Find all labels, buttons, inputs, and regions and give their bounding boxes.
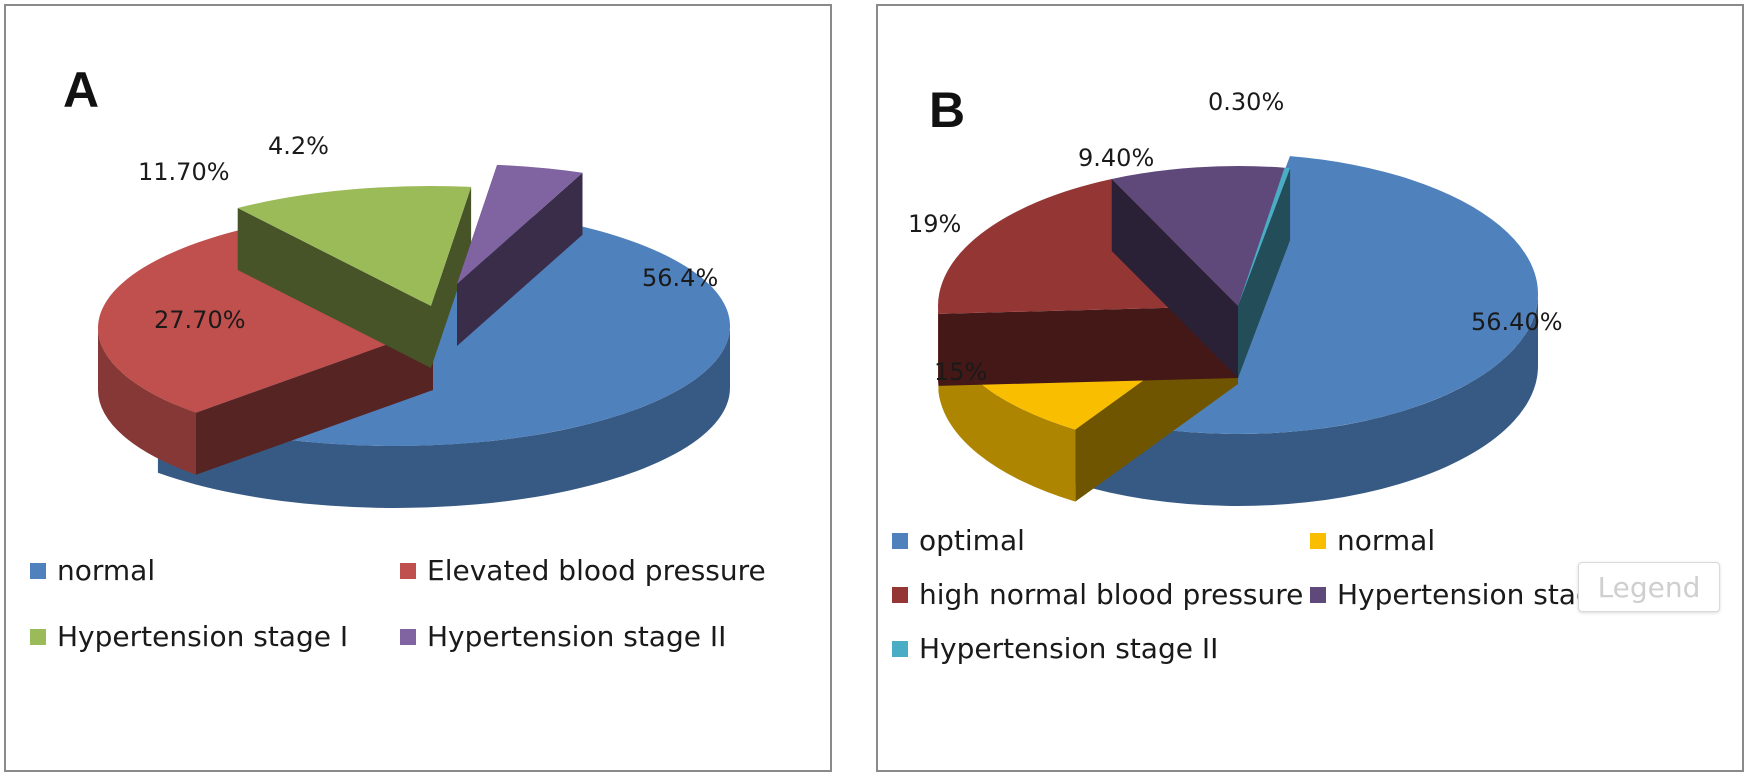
data-label-4: 4.2%	[268, 132, 329, 160]
legend-item: Hypertension stage I	[30, 620, 348, 653]
panel-label-b: B	[929, 82, 966, 138]
data-label-2: 27.70%	[154, 306, 246, 334]
data-label-1: 56.4%	[642, 264, 718, 292]
legend-item: Hypertension stage II	[892, 632, 1218, 665]
data-label-1: 56.40%	[1471, 308, 1563, 336]
legend-label: Hypertension stage II	[919, 632, 1219, 665]
legend-item: normal	[30, 554, 155, 587]
legend-item: Elevated blood pressure	[400, 554, 766, 587]
chart-panel-b: 56.40% 15% 19% 9.40% 0.30% B optimal normal hi…	[876, 4, 1744, 772]
panel-label-a: A	[63, 62, 100, 118]
legend-item: Hypertension stage II	[400, 620, 726, 653]
legend-label: Hypertension stage I	[57, 620, 349, 653]
legend-label: Hypertension stage II	[427, 620, 727, 653]
legend-label: normal	[1337, 524, 1436, 557]
legend-swatch	[1310, 586, 1326, 603]
legend-b: optimal normal high normal blood pressure H…	[878, 6, 1742, 770]
legend-label: Elevated blood pressure	[427, 554, 766, 587]
legend-item: optimal	[892, 524, 1025, 557]
legend-swatch	[892, 640, 908, 657]
legend-swatch	[400, 628, 416, 645]
legend-tooltip: Legend	[1578, 562, 1720, 612]
pie-chart-b: 56.40% 15% 19% 9.40% 0.30%	[908, 88, 1563, 507]
legend-item: normal	[1310, 524, 1435, 557]
pie-slice-3	[237, 186, 472, 368]
chart-panel-a: 56.4% 27.70% 11.70% 4.2% A normal Elevated b…	[4, 4, 832, 772]
data-label-4: 9.40%	[1078, 144, 1154, 172]
legend-swatch	[1310, 532, 1326, 549]
legend-swatch	[30, 562, 46, 579]
data-label-5: 0.30%	[1208, 88, 1284, 116]
legend-swatch	[892, 532, 908, 549]
data-label-3: 11.70%	[138, 158, 230, 186]
legend-item: high normal blood pressure	[892, 578, 1303, 611]
pie-chart-a: 56.4% 27.70% 11.70% 4.2%	[97, 132, 730, 508]
data-label-2: 15%	[934, 358, 987, 386]
legend-a: normal Elevated blood pressure Hypertensio…	[6, 6, 830, 770]
legend-swatch	[400, 562, 416, 579]
legend-label: high normal blood pressure	[919, 578, 1304, 611]
legend-swatch	[892, 586, 908, 603]
data-label-3: 19%	[908, 210, 961, 238]
legend-label: optimal	[919, 524, 1025, 557]
legend-swatch	[30, 628, 46, 645]
pie-slice-4	[457, 164, 583, 346]
pie-slice-5	[1238, 167, 1291, 378]
legend-label: normal	[57, 554, 156, 587]
